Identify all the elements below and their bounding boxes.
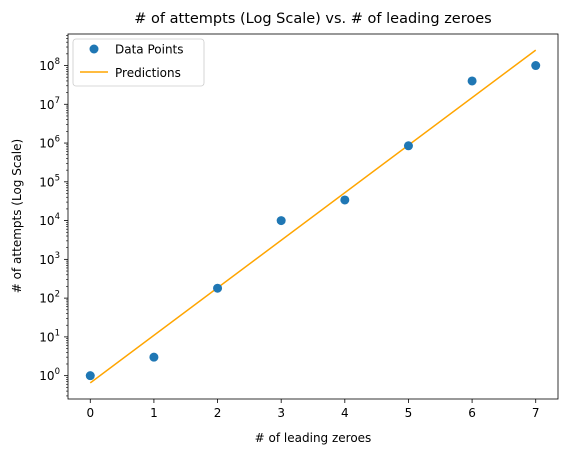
y-axis: 100 101 102 103 104 105 106 107 108 (39, 35, 68, 397)
y-tick-label: 104 (39, 212, 60, 228)
x-axis: 0 1 2 3 4 5 6 7 (86, 399, 540, 420)
predictions-series (89, 49, 537, 384)
y-tick-label: 107 (39, 96, 60, 112)
x-tick-label: 7 (532, 406, 540, 420)
data-point (213, 283, 223, 293)
x-axis-label: # of leading zeroes (255, 431, 372, 445)
data-point (403, 141, 413, 151)
data-point (531, 61, 541, 71)
chart-title: # of attempts (Log Scale) vs. # of leadi… (134, 11, 491, 27)
y-tick-label: 101 (39, 328, 60, 344)
data-point (85, 371, 95, 381)
data-point (467, 76, 477, 86)
data-point (340, 195, 350, 205)
predictions-line (89, 49, 537, 384)
y-tick-label: 103 (39, 251, 60, 267)
y-axis-label: # of attempts (Log Scale) (10, 139, 24, 293)
x-tick-label: 0 (86, 406, 94, 420)
x-tick-label: 3 (277, 406, 285, 420)
x-tick-label: 1 (150, 406, 158, 420)
plot-frame (67, 33, 559, 400)
y-tick-label: 100 (39, 367, 60, 383)
y-tick-label: 108 (39, 57, 60, 73)
x-tick-label: 6 (468, 406, 476, 420)
x-tick-label: 2 (214, 406, 222, 420)
y-tick-label: 102 (39, 290, 60, 306)
legend: Data Points Predictions (72, 38, 205, 87)
y-tick-label: 106 (39, 135, 60, 151)
data-point (276, 216, 286, 226)
legend-label-data-points: Data Points (115, 43, 184, 57)
data-point (149, 352, 159, 362)
legend-box (72, 38, 205, 87)
x-tick-label: 4 (341, 406, 349, 420)
y-tick-label: 105 (39, 173, 60, 189)
legend-marker-data-points (89, 44, 99, 54)
legend-label-predictions: Predictions (115, 66, 181, 80)
data-points-series (85, 61, 541, 381)
x-tick-label: 5 (405, 406, 413, 420)
